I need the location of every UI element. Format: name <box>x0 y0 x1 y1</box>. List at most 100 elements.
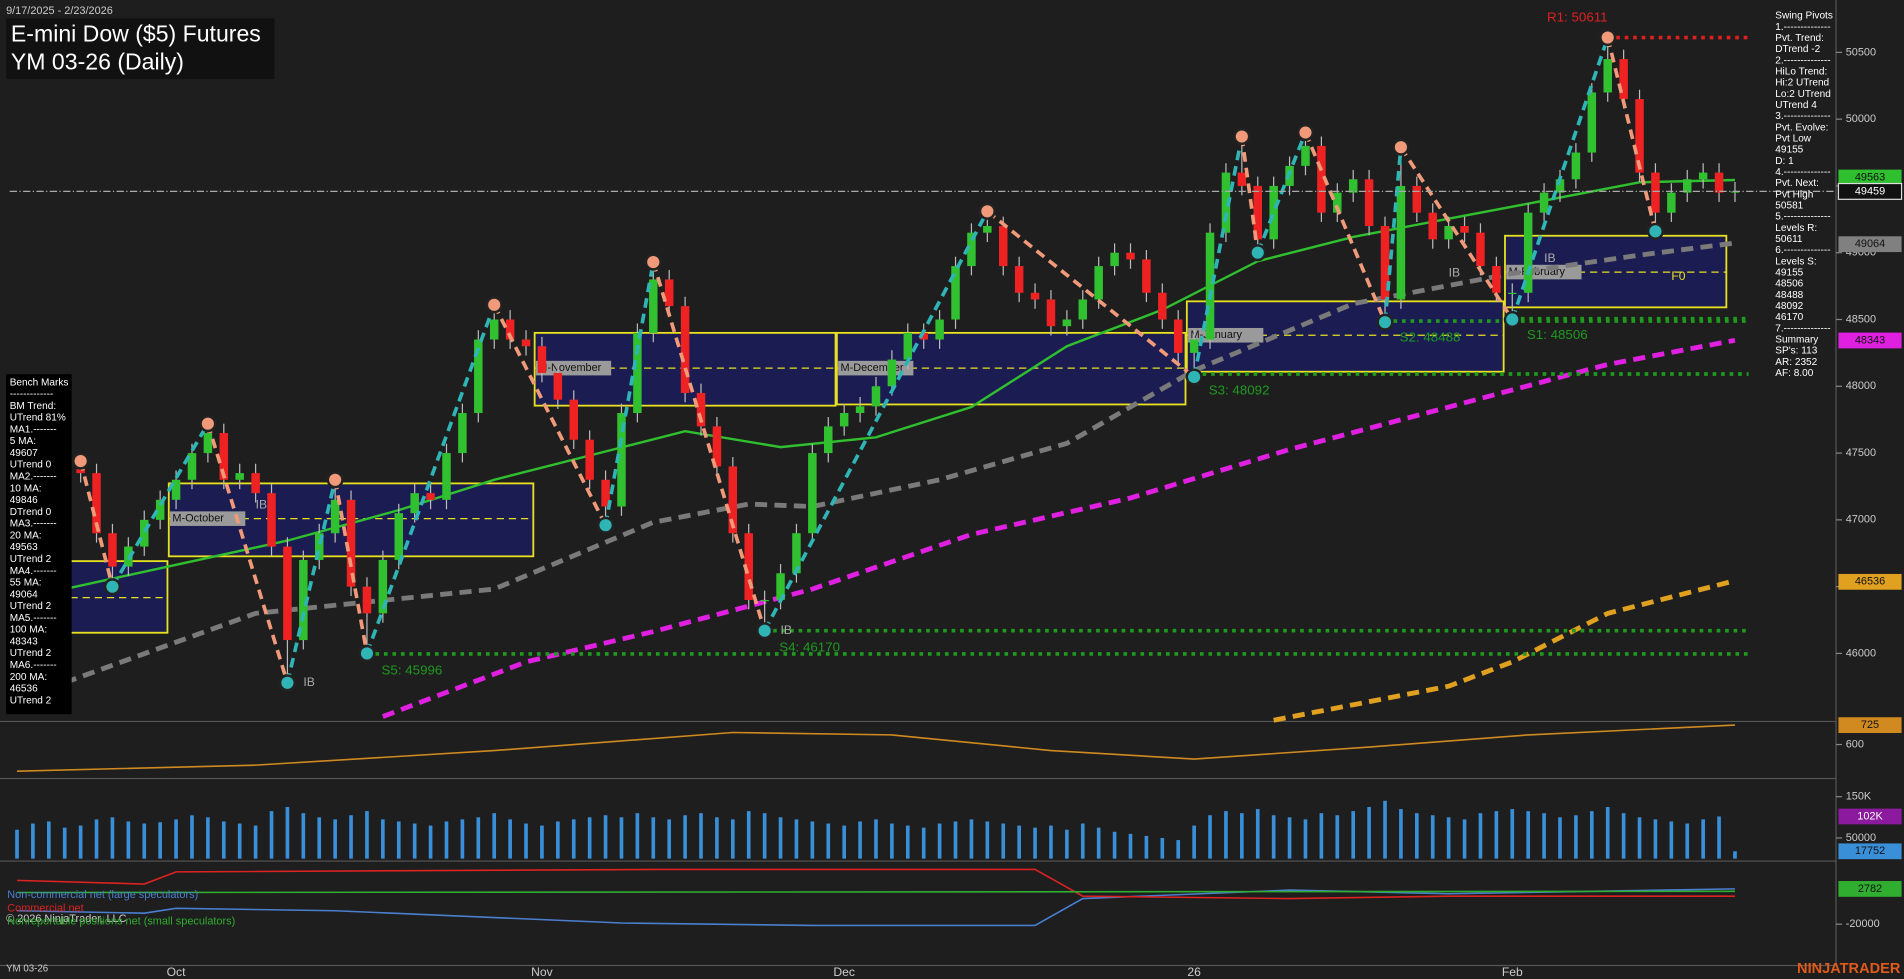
candle-body <box>187 453 197 480</box>
volume-bar <box>381 819 385 859</box>
swing-pivots-line: SP's: 113 <box>1775 346 1817 357</box>
candle-body <box>1301 145 1310 166</box>
swing-pivots-line: 1.-------------- <box>1775 22 1830 33</box>
candle-body <box>760 600 769 602</box>
candle-body <box>696 392 706 427</box>
volume-bar <box>619 817 624 859</box>
candle-body <box>362 586 372 614</box>
candle-body <box>1333 192 1342 213</box>
volume-bar <box>1224 811 1228 859</box>
swing-pivot <box>199 415 217 433</box>
swing-leg <box>1510 36 1610 321</box>
bench-marks-line: DTrend 0 <box>10 507 52 518</box>
moving-average <box>1273 578 1736 723</box>
title-box <box>6 18 275 80</box>
volume-bar <box>269 811 274 859</box>
candle-body <box>426 493 435 500</box>
candle-body <box>1555 179 1565 193</box>
volume-bar <box>1192 825 1196 859</box>
candle-body <box>633 332 642 414</box>
candle-body <box>1364 179 1374 227</box>
swing-leg <box>603 261 656 526</box>
volume-bar <box>683 815 687 859</box>
y-tick-label: 49000 <box>1846 247 1876 259</box>
candle-body <box>1476 232 1485 267</box>
volume-bar <box>556 821 560 859</box>
volume-bar <box>699 813 703 859</box>
volume-bar <box>985 821 990 859</box>
candle-body <box>601 479 610 507</box>
volume-bar <box>1160 837 1165 859</box>
swing-pivot <box>644 253 662 271</box>
volume-bar <box>762 813 767 859</box>
x-tick-label: Oct <box>167 965 186 979</box>
price-tag-label: 48343 <box>1855 334 1885 346</box>
volume-bar <box>890 823 894 859</box>
volume-bar <box>62 827 67 859</box>
annotation: IB <box>1449 266 1460 280</box>
legend-entry: Non-commercial net (large speculators) <box>7 889 198 901</box>
swing-pivots-line: 50581 <box>1775 200 1803 211</box>
bench-marks-box <box>6 374 72 715</box>
volume-bar <box>126 821 131 859</box>
candle-body <box>155 499 165 520</box>
candle-body <box>569 399 578 440</box>
swing-pivot <box>358 644 376 662</box>
series-line <box>16 868 1735 900</box>
volume-bar <box>1367 806 1371 859</box>
candle-body <box>203 433 213 454</box>
candle-body <box>935 319 944 340</box>
candle-body <box>1444 226 1453 240</box>
swing-pivot <box>1646 222 1664 240</box>
swing-leg <box>651 261 767 632</box>
volume-bar <box>349 815 353 859</box>
candle-body <box>680 306 690 393</box>
volume-bar <box>1287 817 1292 859</box>
volume-bar <box>492 813 497 859</box>
swing-pivot <box>597 516 615 534</box>
candle-body <box>1142 259 1151 293</box>
swing-pivots-line: 6.-------------- <box>1775 245 1830 256</box>
candle-body <box>1317 145 1326 213</box>
price-tag <box>1838 717 1902 734</box>
volume-bar <box>190 815 194 859</box>
candle-body <box>1619 59 1628 100</box>
bench-marks-line: 48343 <box>10 636 38 647</box>
volume-bar <box>1128 833 1133 859</box>
candle-body <box>998 226 1008 267</box>
volume-bar <box>524 823 528 859</box>
swing-pivots-line: D: 1 <box>1775 156 1794 167</box>
swing-pivots-line: Summary <box>1775 335 1819 346</box>
candle-body <box>712 426 722 467</box>
y-tick-label: 48000 <box>1846 380 1876 392</box>
volume-bar <box>1303 819 1308 859</box>
swing-pivots-line: 2.-------------- <box>1775 55 1830 66</box>
volume-bar <box>1510 809 1515 859</box>
volume-bar <box>1637 817 1642 859</box>
volume-bar <box>746 811 751 859</box>
candle-body <box>1078 299 1088 320</box>
y-tick-label: 600 <box>1846 738 1864 750</box>
candle-body <box>1126 252 1135 260</box>
candle-body <box>474 339 483 414</box>
annotation: IB <box>256 497 267 511</box>
swing-pivot <box>1185 368 1203 386</box>
swing-leg <box>365 304 496 655</box>
candle-body <box>1094 266 1103 300</box>
swing-pivot <box>278 674 296 692</box>
swing-pivots-line: Swing Pivots <box>1775 11 1833 22</box>
volume-bar <box>937 823 942 859</box>
annotation: F0 <box>1671 269 1685 283</box>
moving-average <box>64 178 1736 591</box>
swing-pivots-line: Levels R: <box>1775 223 1817 234</box>
candle-body <box>283 546 292 641</box>
volume-bar <box>587 817 592 859</box>
volume-bar <box>571 819 576 859</box>
volume-bar <box>1335 815 1340 859</box>
price-tag-label: 2782 <box>1858 883 1882 895</box>
volume-bar <box>1240 813 1244 859</box>
candle-body <box>919 332 928 340</box>
swing-leg <box>763 210 989 632</box>
swing-leg <box>986 209 1196 379</box>
candle-body <box>1539 192 1549 213</box>
